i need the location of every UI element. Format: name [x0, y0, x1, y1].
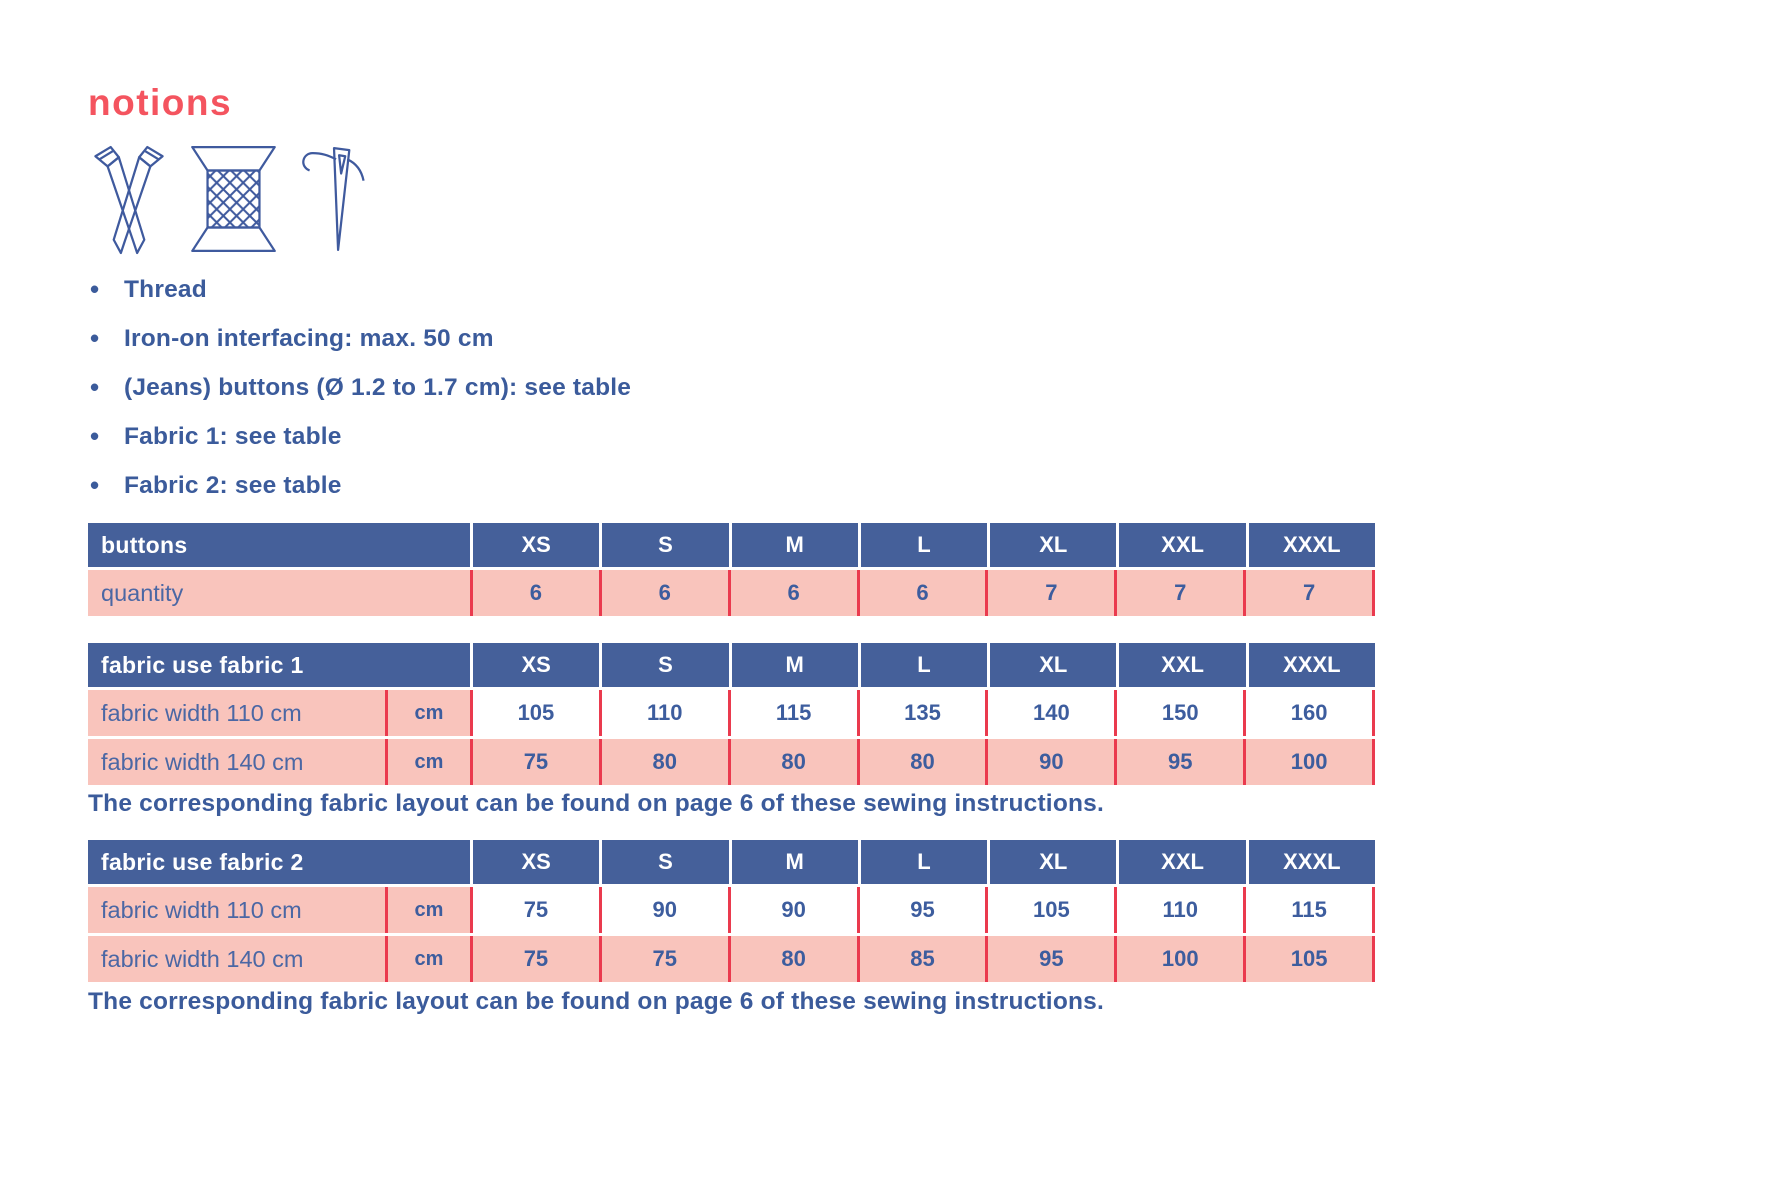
- value-cell: 6: [598, 570, 728, 616]
- value-cell: 135: [856, 690, 986, 736]
- fabric1-table: fabric use fabric 1 XS S M L XL XXL XXXL…: [88, 643, 1376, 788]
- size-header-cell: L: [857, 840, 988, 884]
- size-header-cell: S: [599, 643, 729, 687]
- list-item: Iron-on interfacing: max. 50 cm: [88, 323, 631, 354]
- size-header-cell: XXL: [1116, 643, 1246, 687]
- needle-icon: [297, 143, 369, 255]
- value-cell: 140: [985, 690, 1115, 736]
- value-cell: 6: [727, 570, 857, 616]
- row-label-cell: fabric width 140 cm: [88, 739, 385, 785]
- buttons-table: buttons XS S M L XL XXL XXXL quantity 6 …: [88, 523, 1376, 619]
- value-cell: 75: [470, 936, 599, 982]
- table-header-row: fabric use fabric 1 XS S M L XL XXL XXXL: [88, 643, 1375, 687]
- size-header-cell: M: [728, 523, 858, 567]
- table-title-cell: buttons: [88, 523, 470, 567]
- unit-cell: cm: [385, 739, 470, 785]
- value-cell: 7: [1114, 570, 1244, 616]
- value-cell: 80: [727, 936, 857, 982]
- list-item: Fabric 2: see table: [88, 470, 631, 501]
- value-cell: 75: [470, 887, 599, 933]
- notions-list: Thread Iron-on interfacing: max. 50 cm (…: [88, 274, 631, 521]
- value-cell: 6: [470, 570, 599, 616]
- value-cell: 105: [470, 690, 599, 736]
- scissors-icon: [88, 143, 170, 255]
- value-cell: 150: [1114, 690, 1244, 736]
- list-item: Thread: [88, 274, 631, 305]
- size-header-cell: XXXL: [1245, 523, 1375, 567]
- value-cell: 100: [1114, 936, 1244, 982]
- size-header-cell: XS: [470, 840, 600, 884]
- size-header-cell: XS: [470, 643, 600, 687]
- size-header-cell: M: [728, 643, 858, 687]
- value-cell: 7: [1243, 570, 1376, 616]
- value-cell: 85: [856, 936, 986, 982]
- table-title-cell: fabric use fabric 1: [88, 643, 470, 687]
- row-label-cell: quantity: [88, 570, 470, 616]
- page-title: notions: [88, 82, 233, 123]
- value-cell: 105: [1243, 936, 1376, 982]
- notions-icons: [88, 143, 369, 255]
- value-cell: 115: [1243, 887, 1376, 933]
- value-cell: 115: [727, 690, 857, 736]
- table-header-row: buttons XS S M L XL XXL XXXL: [88, 523, 1375, 567]
- value-cell: 100: [1243, 739, 1376, 785]
- size-header-cell: XS: [470, 523, 600, 567]
- value-cell: 75: [598, 936, 728, 982]
- size-header-cell: XL: [987, 643, 1117, 687]
- size-header-cell: S: [599, 840, 729, 884]
- value-cell: 110: [1114, 887, 1244, 933]
- value-cell: 90: [985, 739, 1115, 785]
- fabric1-layout-note: The corresponding fabric layout can be f…: [88, 790, 1104, 817]
- unit-cell: cm: [385, 936, 470, 982]
- row-label-cell: fabric width 110 cm: [88, 690, 385, 736]
- size-header-cell: XXL: [1116, 523, 1246, 567]
- value-cell: 95: [985, 936, 1115, 982]
- value-cell: 80: [598, 739, 728, 785]
- table-row: fabric width 140 cm cm 75 80 80 80 90 95…: [88, 739, 1376, 785]
- row-label-cell: fabric width 110 cm: [88, 887, 385, 933]
- size-header-cell: L: [857, 523, 988, 567]
- row-label-cell: fabric width 140 cm: [88, 936, 385, 982]
- size-header-cell: XXXL: [1245, 840, 1375, 884]
- fabric2-table: fabric use fabric 2 XS S M L XL XXL XXXL…: [88, 840, 1376, 985]
- size-header-cell: XXXL: [1245, 643, 1375, 687]
- value-cell: 7: [985, 570, 1115, 616]
- size-header-cell: S: [599, 523, 729, 567]
- value-cell: 6: [856, 570, 986, 616]
- size-header-cell: XL: [987, 523, 1117, 567]
- value-cell: 95: [856, 887, 986, 933]
- table-row: quantity 6 6 6 6 7 7 7: [88, 570, 1376, 616]
- unit-cell: cm: [385, 887, 470, 933]
- table-row: fabric width 140 cm cm 75 75 80 85 95 10…: [88, 936, 1376, 982]
- value-cell: 160: [1243, 690, 1376, 736]
- value-cell: 105: [985, 887, 1115, 933]
- size-header-cell: XL: [987, 840, 1117, 884]
- fabric2-layout-note: The corresponding fabric layout can be f…: [88, 988, 1104, 1015]
- size-header-cell: XXL: [1116, 840, 1246, 884]
- value-cell: 80: [727, 739, 857, 785]
- thread-spool-icon: [190, 143, 277, 255]
- size-header-cell: L: [857, 643, 988, 687]
- value-cell: 75: [470, 739, 599, 785]
- value-cell: 80: [856, 739, 986, 785]
- value-cell: 110: [598, 690, 728, 736]
- table-title-cell: fabric use fabric 2: [88, 840, 470, 884]
- list-item: (Jeans) buttons (Ø 1.2 to 1.7 cm): see t…: [88, 372, 631, 403]
- value-cell: 90: [598, 887, 728, 933]
- size-header-cell: M: [728, 840, 858, 884]
- table-row: fabric width 110 cm cm 75 90 90 95 105 1…: [88, 887, 1376, 933]
- table-header-row: fabric use fabric 2 XS S M L XL XXL XXXL: [88, 840, 1375, 884]
- value-cell: 95: [1114, 739, 1244, 785]
- list-item: Fabric 1: see table: [88, 421, 631, 452]
- value-cell: 90: [727, 887, 857, 933]
- table-row: fabric width 110 cm cm 105 110 115 135 1…: [88, 690, 1376, 736]
- unit-cell: cm: [385, 690, 470, 736]
